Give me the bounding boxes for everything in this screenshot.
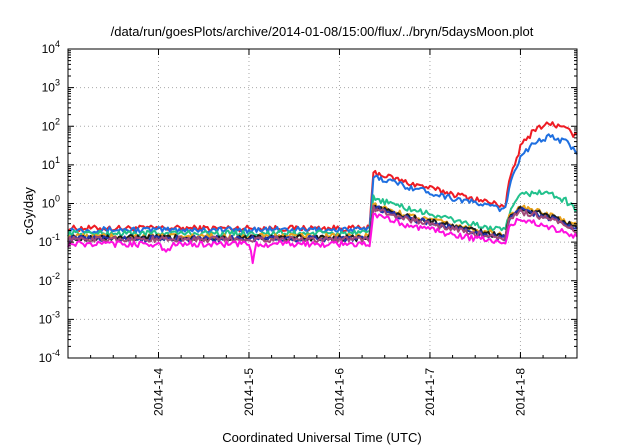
x-tick-label: 2014-1-7 [423,368,437,416]
data-series-line [67,189,578,238]
x-axis-label: Coordinated Universal Time (UTC) [222,430,421,445]
y-tick-label: 103 [42,78,60,95]
x-tick-label: 2014-1-6 [332,368,346,416]
data-series-line [67,212,578,265]
chart-title: /data/run/goesPlots/archive/2014-01-08/1… [111,24,534,39]
y-tick-label: 100 [42,194,60,211]
y-tick-label: 102 [42,116,60,133]
data-series-line [67,204,578,244]
data-series-line [67,121,578,233]
y-tick-label: 10-2 [39,271,60,288]
y-axis-label: cGy/day [21,187,36,235]
y-tick-label: 10-1 [39,232,60,249]
y-tick-label: 104 [42,39,60,56]
y-axis: 10-4 10-3 10-2 10-1 100 101 102 103 104 [39,39,577,365]
y-tick-label: 10-4 [39,348,60,365]
x-tick-label: 2014-1-4 [151,368,165,416]
x-tick-label: 2014-1-5 [242,368,256,416]
data-series-line [67,133,578,234]
x-axis: 2014-1-4 2014-1-5 2014-1-6 2014-1-7 2014-1-8 [67,49,567,416]
grid [68,49,577,358]
y-tick-label: 10-3 [39,309,60,326]
x-tick-label: 2014-1-8 [513,368,527,416]
series-layer [67,121,578,265]
y-tick-label: 101 [42,155,60,172]
